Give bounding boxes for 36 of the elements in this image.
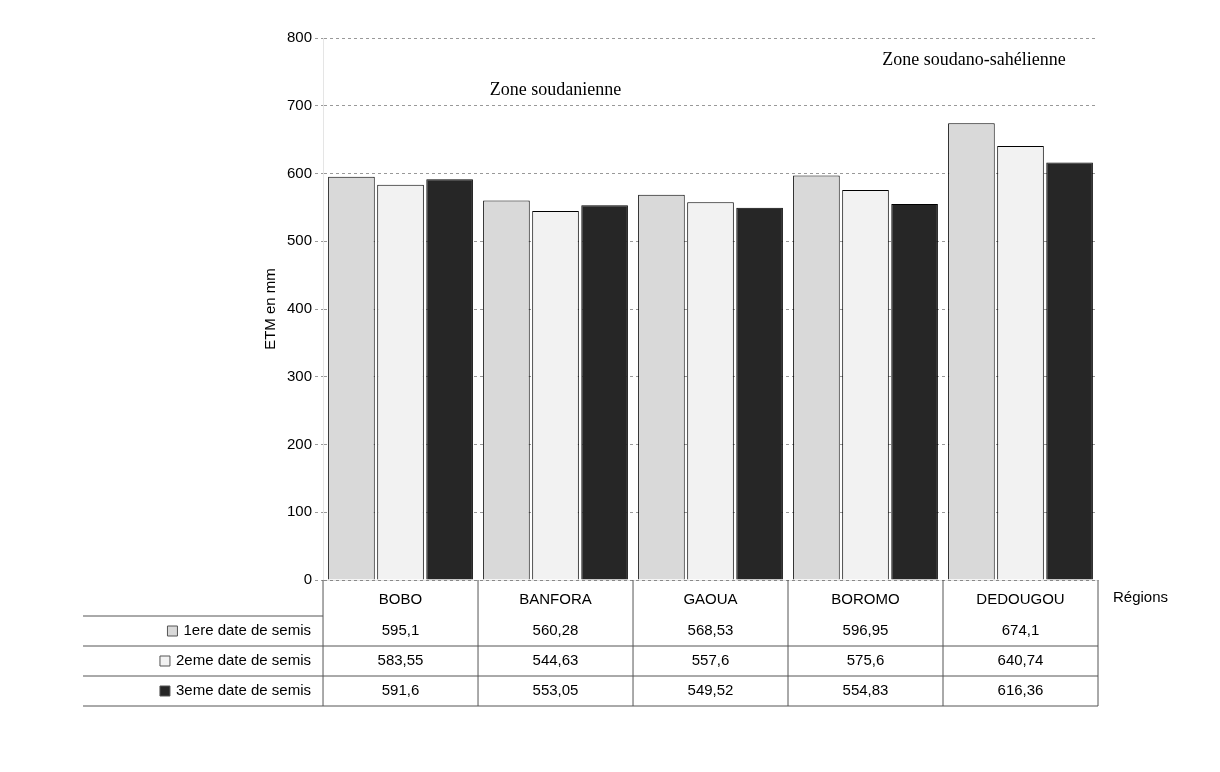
x-tick-label: BOROMO (831, 590, 900, 608)
y-tick-label: 800 (287, 28, 313, 46)
data-label: 583,55 (377, 651, 424, 669)
data-label: 560,28 (532, 621, 579, 639)
y-tick-label: 0 (303, 570, 313, 588)
x-tick-label: DEDOUGOU (976, 590, 1065, 608)
data-label: 554,83 (842, 681, 889, 699)
data-label: 616,36 (997, 681, 1044, 699)
data-label: 674,1 (1001, 621, 1040, 639)
data-label: 575,6 (846, 651, 885, 669)
x-tick-label: BOBO (378, 590, 423, 608)
data-label: 568,53 (687, 621, 734, 639)
annotation: Zone soudanienne (489, 78, 622, 99)
data-label: 549,52 (687, 681, 734, 699)
data-label: 640,74 (997, 651, 1044, 669)
y-tick-label: 100 (287, 502, 313, 520)
data-label: 591,6 (381, 681, 420, 699)
y-tick-label: 700 (287, 95, 313, 113)
data-label: 595,1 (381, 621, 420, 639)
data-label: 557,6 (691, 651, 730, 669)
data-label: 553,05 (532, 681, 579, 699)
y-tick-label: 600 (287, 163, 313, 181)
annotation: Zone soudano-sahélienne (882, 48, 1066, 69)
legend-label: 2eme date de semis (175, 651, 312, 669)
data-label: 544,63 (532, 651, 579, 669)
y-axis-title: ETM en mm (261, 268, 279, 350)
y-tick-label: 200 (287, 434, 313, 452)
x-axis-title: Régions (1113, 588, 1169, 606)
legend-label: 1ere date de semis (183, 621, 312, 639)
data-label: 596,95 (842, 621, 889, 639)
x-tick-label: BANFORA (519, 590, 592, 608)
y-tick-label: 400 (287, 299, 313, 317)
y-tick-label: 300 (287, 366, 313, 384)
x-tick-label: GAOUA (683, 590, 738, 608)
legend-label: 3eme date de semis (175, 681, 312, 699)
y-tick-label: 500 (287, 231, 313, 249)
